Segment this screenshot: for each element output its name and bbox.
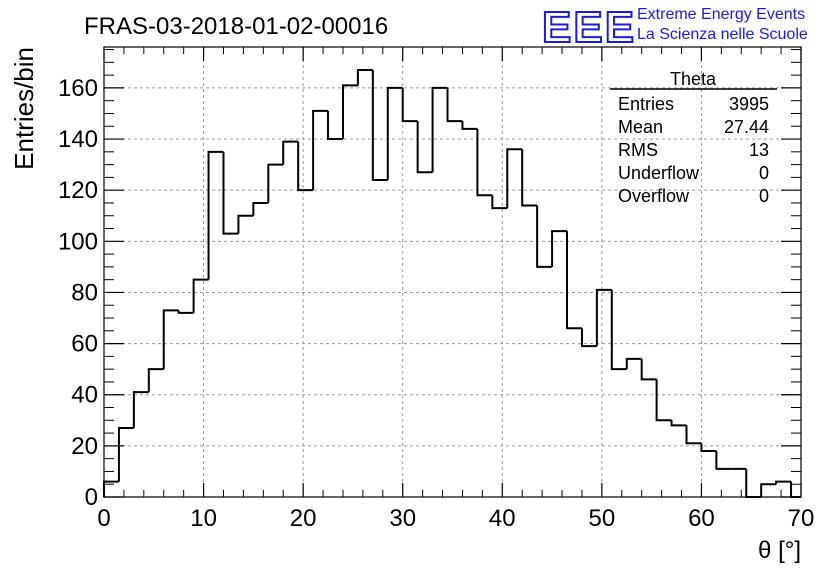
histogram-bin bbox=[461, 121, 478, 130]
y-tick-label: 40 bbox=[71, 382, 98, 409]
histogram-bin bbox=[147, 368, 164, 393]
stats-label-overflow: Overflow bbox=[618, 186, 690, 206]
stats-value-overflow: 0 bbox=[759, 186, 769, 206]
chart-title: FRAS-03-2018-01-02-00016 bbox=[84, 13, 388, 40]
histogram-bin bbox=[252, 201, 269, 216]
x-tick-label: 0 bbox=[97, 505, 110, 532]
stats-value-entries: 3995 bbox=[729, 94, 769, 114]
y-tick-label: 80 bbox=[71, 279, 98, 306]
y-tick-label: 20 bbox=[71, 433, 98, 460]
histogram-bin bbox=[491, 195, 508, 210]
histogram-bin bbox=[551, 230, 568, 267]
histogram-bin bbox=[132, 391, 149, 428]
eee-logo-mark: EEE bbox=[542, 3, 636, 52]
histogram-bin bbox=[237, 214, 254, 234]
histogram-bin bbox=[356, 69, 373, 86]
histogram-bin bbox=[655, 379, 672, 422]
histogram-bin bbox=[401, 87, 418, 123]
stats-label-mean: Mean bbox=[618, 117, 663, 137]
histogram-bin bbox=[580, 328, 597, 348]
y-tick-label: 100 bbox=[58, 228, 98, 255]
histogram-bin bbox=[685, 425, 702, 445]
stats-label-entries: Entries bbox=[618, 94, 674, 114]
histogram-bin bbox=[267, 163, 284, 203]
stats-label-underflow: Underflow bbox=[618, 163, 700, 183]
y-tick-label: 160 bbox=[58, 75, 98, 102]
histogram-bin bbox=[446, 87, 463, 123]
histogram-bin bbox=[640, 358, 657, 381]
y-tick-label: 140 bbox=[58, 126, 98, 153]
histogram-bin bbox=[506, 148, 523, 209]
y-axis-label: Entries/bin bbox=[9, 47, 39, 170]
histogram-bin bbox=[192, 278, 209, 313]
histogram-bin bbox=[312, 109, 329, 191]
x-axis-label: θ [°] bbox=[758, 537, 801, 564]
x-tick-label: 70 bbox=[788, 505, 815, 532]
x-tick-label: 60 bbox=[688, 505, 715, 532]
histogram-bin bbox=[207, 150, 224, 280]
histogram-bin bbox=[670, 420, 687, 427]
histogram-bin bbox=[222, 151, 239, 235]
histogram-bin bbox=[431, 86, 448, 173]
x-tick-label: 20 bbox=[290, 505, 317, 532]
plot-frame bbox=[103, 46, 802, 498]
histogram-series bbox=[103, 69, 801, 498]
histogram-bin bbox=[476, 128, 493, 197]
histogram-bin bbox=[282, 140, 299, 165]
x-tick-label: 40 bbox=[489, 505, 516, 532]
y-tick-label: 0 bbox=[85, 484, 98, 511]
histogram-bin bbox=[566, 231, 582, 330]
axes: 0 10 20 30 40 50 60 70 0 20 40 60 80 100 120 140 160 bbox=[58, 47, 814, 532]
stats-value-mean: 27.44 bbox=[724, 117, 769, 137]
histogram-bin bbox=[521, 149, 538, 207]
histogram-bin bbox=[386, 86, 403, 180]
histogram-bin bbox=[162, 309, 179, 370]
histogram-bin bbox=[536, 205, 553, 268]
histogram-bin bbox=[371, 70, 388, 181]
histogram-bin bbox=[595, 288, 612, 347]
x-tick-label: 10 bbox=[190, 505, 217, 532]
histogram-bin bbox=[775, 480, 792, 485]
histogram-bin bbox=[327, 110, 343, 141]
histogram-bin bbox=[341, 84, 358, 140]
x-tick-label: 50 bbox=[589, 505, 616, 532]
histogram-bin bbox=[610, 289, 627, 371]
eee-logo: EEE Extreme Energy Events La Scienza nel… bbox=[541, 2, 808, 53]
histogram-bin bbox=[416, 121, 433, 174]
stats-label-rms: RMS bbox=[618, 140, 658, 160]
histogram-bin bbox=[177, 310, 194, 314]
stats-title: Theta bbox=[670, 69, 717, 89]
y-tick-label: 60 bbox=[71, 331, 98, 358]
logo-line-2: La Scienza nelle Scuole bbox=[637, 26, 808, 43]
histogram-bin bbox=[117, 426, 134, 482]
histogram-bin bbox=[625, 357, 642, 370]
grid-lines bbox=[104, 47, 801, 497]
stats-value-underflow: 0 bbox=[759, 163, 769, 183]
histogram-bin bbox=[715, 450, 732, 470]
histogram-bin bbox=[297, 141, 314, 192]
stats-box: Theta Entries 3995 Mean 27.44 RMS 13 Und… bbox=[610, 69, 777, 206]
x-tick-label: 30 bbox=[389, 505, 416, 532]
histogram-bin bbox=[700, 443, 717, 452]
logo-line-1: Extreme Energy Events bbox=[637, 6, 805, 23]
stats-value-rms: 13 bbox=[749, 140, 769, 160]
y-tick-label: 120 bbox=[58, 177, 98, 204]
